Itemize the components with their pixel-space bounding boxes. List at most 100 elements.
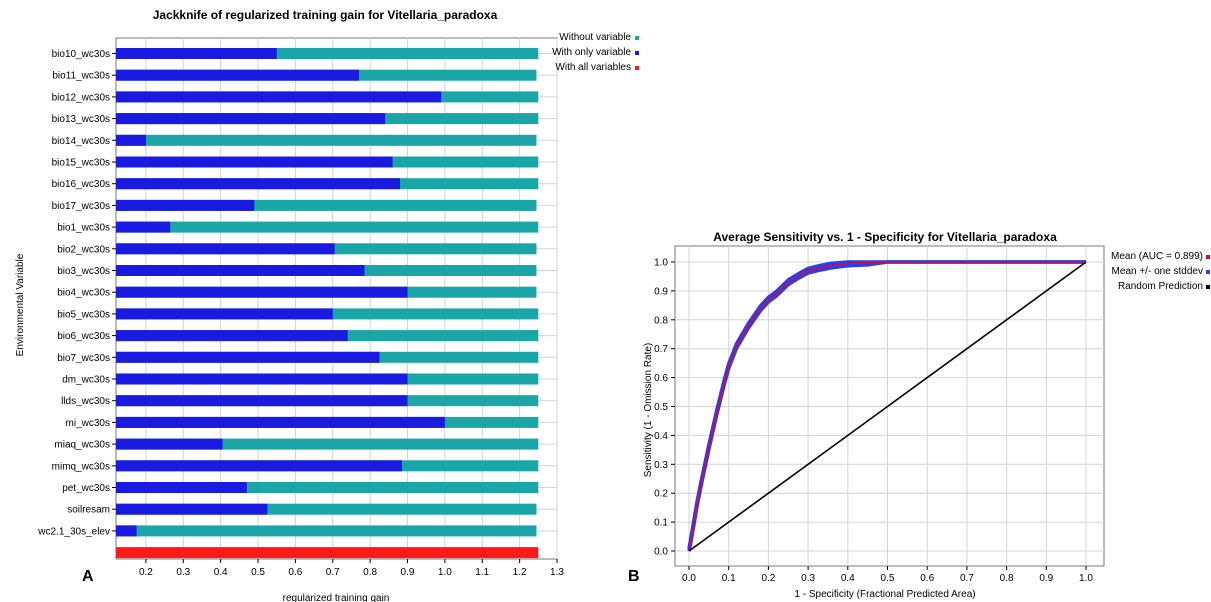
roc-x-tick-label: 0.5 xyxy=(881,573,895,584)
roc-lines xyxy=(687,260,1087,552)
bar-with-only-variable xyxy=(116,156,393,168)
roc-x-tick-label: 0.7 xyxy=(960,573,974,584)
roc-y-tick-label: 0.4 xyxy=(654,431,668,442)
bar-with-only-variable xyxy=(116,308,333,320)
bar-with-only-variable xyxy=(116,134,146,146)
bar-without-variable xyxy=(116,438,539,450)
bar-with-only-variable xyxy=(116,243,335,255)
roc-y-tick-label: 0.5 xyxy=(654,402,668,413)
jackknife-legend: Without variable With only variable With… xyxy=(552,32,639,73)
bar-with-only-variable xyxy=(116,286,408,298)
bar-without-variable xyxy=(116,48,539,59)
category-label: bio13_wc30s xyxy=(52,114,110,125)
x-tick-label: 1.0 xyxy=(438,567,452,578)
x-tick-label: 0.3 xyxy=(176,567,190,578)
bar-without-variable xyxy=(116,482,539,493)
bar-with-only-variable xyxy=(116,265,365,276)
bar-with-only-variable xyxy=(116,113,386,125)
legend-label-stddev: Mean +/- one stddev xyxy=(1112,266,1203,277)
category-label: mimq_wc30s xyxy=(52,461,110,472)
category-label: bio14_wc30s xyxy=(52,136,110,147)
category-label: bio16_wc30s xyxy=(52,179,110,190)
bar-with-only-variable xyxy=(116,69,359,81)
category-label: soilresam xyxy=(67,505,110,516)
roc-x-tick-label: 0.1 xyxy=(722,573,736,584)
bar-without-variable xyxy=(116,221,539,233)
jackknife-chart: Jackknife of regularized training gain f… xyxy=(15,8,639,602)
roc-y-tick-label: 0.6 xyxy=(654,373,668,384)
bar-with-only-variable xyxy=(116,525,137,537)
roc-grid xyxy=(675,246,1104,566)
roc-y-tick-label: 0.3 xyxy=(654,460,668,471)
bar-with-only-variable xyxy=(116,221,171,233)
x-tick-label: 1.2 xyxy=(513,567,527,578)
x-tick-label: 0.9 xyxy=(401,567,415,578)
bar-without-variable xyxy=(116,525,537,537)
bar-with-only-variable xyxy=(116,503,268,515)
bar-with-only-variable xyxy=(116,48,277,59)
x-tick-label: 0.7 xyxy=(326,567,340,578)
roc-x-tick-label: 1.0 xyxy=(1079,573,1093,584)
bar-with-only-variable xyxy=(116,91,442,103)
roc-y-tick-label: 0.2 xyxy=(654,489,668,500)
category-label: bio17_wc30s xyxy=(52,201,110,212)
legend-swatch-mean-auc xyxy=(1206,255,1210,259)
x-tick-label: 0.5 xyxy=(251,567,265,578)
legend-swatch-random-prediction xyxy=(1206,285,1210,289)
roc-ticks: 0.0 0.0 0.1 0.1 0.2 0.2 0.3 0.3 0.4 0.4 0.5 0.5 0.6 0… xyxy=(654,258,1093,585)
bar-with-only-variable xyxy=(116,351,380,363)
category-label: bio7_wc30s xyxy=(57,353,110,364)
legend-label-without-variable: Without variable xyxy=(559,32,631,43)
legend-swatch-without-variable xyxy=(635,36,639,40)
x-tick-label: 0.6 xyxy=(288,567,302,578)
jackknife-title: Jackknife of regularized training gain f… xyxy=(153,8,498,22)
category-label: bio12_wc30s xyxy=(52,92,110,103)
category-label: bio6_wc30s xyxy=(57,331,110,342)
legend-label-mean-auc: Mean (AUC = 0.899) xyxy=(1111,251,1203,262)
category-label: bio10_wc30s xyxy=(52,49,110,60)
legend-swatch-with-all-variables xyxy=(635,66,639,70)
category-label: bio1_wc30s xyxy=(57,223,110,234)
roc-x-tick-label: 0.6 xyxy=(920,573,934,584)
roc-y-tick-label: 1.0 xyxy=(654,258,668,269)
bar-with-only-variable xyxy=(116,395,408,407)
x-tick-label: 0.4 xyxy=(214,567,228,578)
category-label: bio15_wc30s xyxy=(52,158,110,169)
roc-y-tick-label: 0.7 xyxy=(654,344,668,355)
bar-without-variable xyxy=(116,503,537,515)
legend-label-with-only-variable: With only variable xyxy=(552,47,631,58)
bar-without-variable xyxy=(116,134,537,146)
category-label: bio5_wc30s xyxy=(57,309,110,320)
roc-chart: Average Sensitivity vs. 1 - Specificity … xyxy=(628,230,1210,600)
jackknife-plot-area xyxy=(115,37,558,560)
jackknife-y-axis-label: Environmental Variable xyxy=(15,253,26,356)
roc-y-tick-label: 0.9 xyxy=(654,286,668,297)
category-label: pet_wc30s xyxy=(62,483,110,494)
x-tick-label: 1.3 xyxy=(550,567,564,578)
x-tick-label: 1.1 xyxy=(475,567,489,578)
bar-with-only-variable xyxy=(116,199,255,211)
roc-y-tick-label: 0.8 xyxy=(654,315,668,326)
bar-with-only-variable xyxy=(116,460,402,472)
bar-with-all-variables xyxy=(116,547,539,559)
roc-y-tick-label: 0.0 xyxy=(654,547,668,558)
category-label: bio3_wc30s xyxy=(57,266,110,277)
bar-with-only-variable xyxy=(116,373,408,385)
bar-with-only-variable xyxy=(116,330,348,342)
legend-swatch-with-only-variable xyxy=(635,51,639,55)
panel-label-b: B xyxy=(628,568,640,585)
legend-label-random-prediction: Random Prediction xyxy=(1118,281,1203,292)
category-label: bio11_wc30s xyxy=(52,71,110,82)
roc-title: Average Sensitivity vs. 1 - Specificity … xyxy=(713,230,1057,244)
bar-with-only-variable xyxy=(116,178,401,190)
x-tick-label: 0.8 xyxy=(363,567,377,578)
category-label: dm_wc30s xyxy=(62,375,110,386)
roc-x-tick-label: 0.9 xyxy=(1039,573,1053,584)
category-label: llds_wc30s xyxy=(61,396,110,407)
roc-x-tick-label: 0.3 xyxy=(801,573,815,584)
bar-without-variable xyxy=(116,199,537,211)
category-label: bio2_wc30s xyxy=(57,244,110,255)
category-label: wc2.1_30s_elev xyxy=(37,526,110,537)
category-label: mi_wc30s xyxy=(66,418,110,429)
